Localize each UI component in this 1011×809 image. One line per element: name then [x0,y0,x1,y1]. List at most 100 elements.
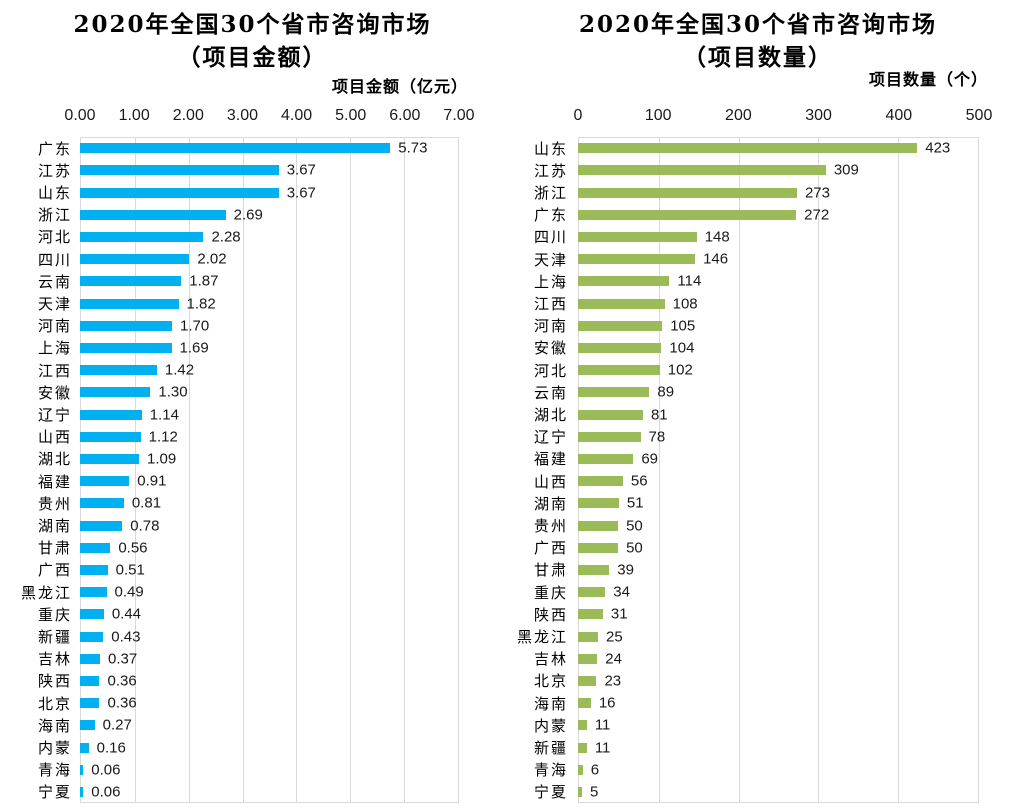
bar-track: 34 [578,581,979,603]
bar-row: 云南 89 [505,381,979,403]
category-label: 广东 [37,139,72,158]
category-label: 河北 [533,361,568,380]
bar-track: 0.27 [80,714,459,736]
bar-row: 辽宁 1.14 [0,403,459,425]
axis-tick-label: 2.00 [172,107,204,124]
bar-row: 河北 102 [505,359,979,381]
bar-row: 江苏 309 [505,159,979,181]
chart-title: 2020年全国30个省市咨询市场 （项目数量） [505,8,1011,74]
value-label: 0.06 [91,761,121,779]
bar-row: 北京 0.36 [0,692,459,714]
bar [80,143,391,154]
category-label: 海南 [37,716,72,735]
bar-track: 1.69 [80,337,459,359]
axis-tick-label: 3.00 [226,107,258,124]
category-label: 上海 [37,339,72,358]
x-axis-ticks: 0.00 1.00 2.00 3.00 4.00 5.00 6.00 7.00 [64,106,474,126]
bar [80,720,95,731]
value-label: 24 [605,650,622,668]
bar-track: 423 [578,137,979,159]
category-label: 天津 [37,295,72,314]
value-label: 148 [704,228,730,246]
bar-track: 0.06 [80,759,459,781]
axis-tick-label: 6.00 [389,107,421,124]
bar [578,165,826,176]
value-label: 3.67 [286,184,316,201]
plot-area [80,137,459,803]
bar-track: 81 [578,403,979,425]
category-label: 云南 [533,383,568,402]
bar-track: 24 [578,648,979,670]
bar [80,453,140,464]
value-label: 50 [626,517,643,535]
value-label: 0.37 [108,650,138,668]
bar-track: 31 [578,603,979,625]
value-label: 0.51 [115,561,145,579]
gridline [404,138,406,802]
category-label: 四川 [37,250,72,269]
bar-track: 2.28 [80,226,459,248]
value-label: 11 [594,739,611,757]
bar-track: 0.49 [80,581,459,603]
value-label: 0.91 [137,472,167,490]
category-label: 江苏 [533,161,568,180]
bar-track: 50 [578,537,979,559]
bar [578,254,696,265]
bar-row: 上海 114 [505,270,979,292]
bar-row: 海南 16 [505,692,979,714]
value-label: 108 [672,295,698,313]
value-label: 0.36 [107,672,137,690]
category-label: 江苏 [37,161,72,180]
value-label: 0.78 [130,517,160,535]
category-label: 吉林 [533,650,568,669]
bar-row: 吉林 0.37 [0,648,459,670]
value-label: 0.81 [131,494,162,512]
value-label: 105 [670,317,696,335]
category-label: 山东 [533,139,568,158]
bar-row: 山西 1.12 [0,426,459,448]
bar-track: 0.36 [80,692,459,714]
bar-track: 6 [578,759,979,781]
bar-row: 山西 56 [505,470,979,492]
bar-row: 宁夏 5 [505,781,979,803]
bar-track: 0.36 [80,670,459,692]
bar-row: 湖北 81 [505,403,979,425]
gridline [738,138,740,802]
bar-track: 1.70 [80,315,459,337]
bar-row: 青海 0.06 [0,759,459,781]
bar [80,187,279,198]
bar-row: 天津 146 [505,248,979,270]
category-label: 吉林 [37,650,72,669]
bar-row: 浙江 273 [505,181,979,203]
value-label: 78 [648,428,666,446]
category-label: 山西 [533,472,568,491]
bar [578,742,587,753]
value-label: 34 [613,583,630,601]
value-label: 1.87 [189,272,219,290]
category-label: 河南 [533,317,568,336]
bar-row: 内蒙 0.16 [0,736,459,758]
category-label: 辽宁 [37,406,72,425]
gridline [658,138,660,802]
chart-title-line2: （项目金额） [177,44,328,71]
bar [80,387,151,398]
category-label: 宁夏 [37,783,72,802]
bar-row: 江苏 3.67 [0,159,459,181]
bar [578,320,663,331]
bar-track: 1.30 [80,381,459,403]
gridline [296,138,298,802]
bar-rows: 山东 423 江苏 309 浙江 273 广东 272 四川 148 天津 146 上海 114 江西 108… [505,137,979,803]
bar [578,187,797,198]
bar-track: 0.81 [80,492,459,514]
bar-row: 内蒙 11 [505,714,979,736]
bar-row: 福建 69 [505,448,979,470]
bar-row: 甘肃 39 [505,559,979,581]
value-label: 146 [703,250,729,268]
axis-tick-label: 7.00 [443,107,475,124]
value-label: 1.09 [147,450,177,468]
bar-track: 0.56 [80,537,459,559]
value-label: 0.16 [96,739,126,757]
bar [80,675,100,686]
bar [80,320,173,331]
